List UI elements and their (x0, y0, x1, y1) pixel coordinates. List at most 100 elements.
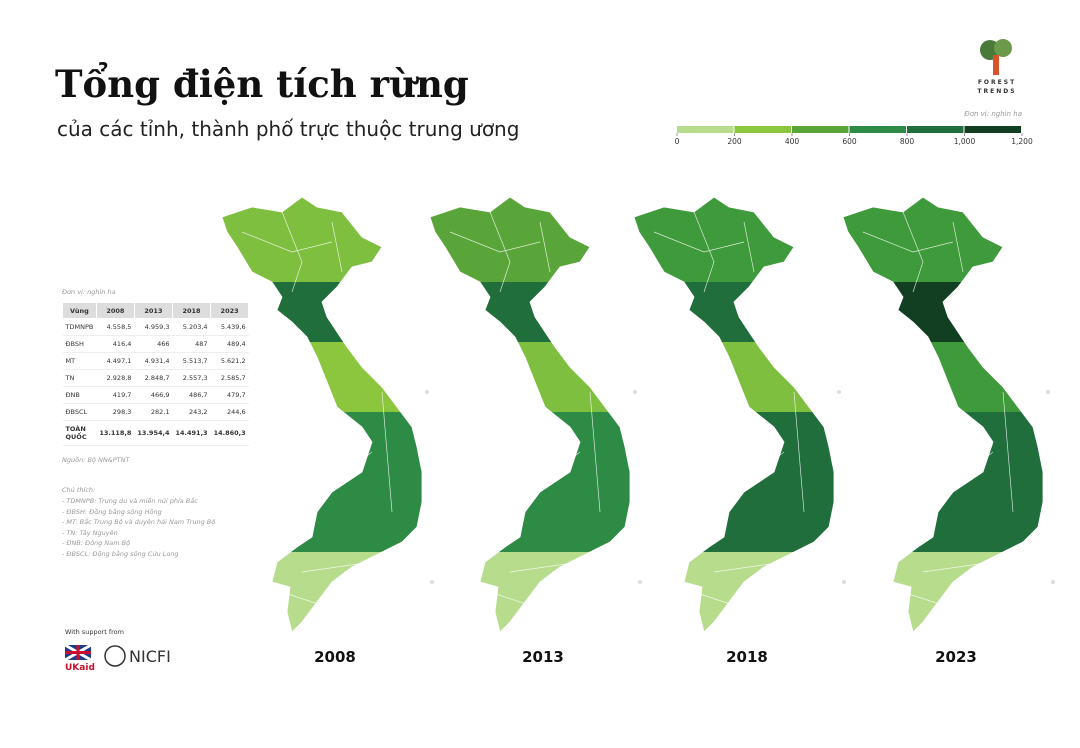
map-region (222, 197, 422, 282)
islands (430, 580, 434, 584)
map-region (430, 412, 630, 552)
table-cell: 2.557,3 (172, 369, 211, 387)
table-row: ĐBSCL 298,3 282,1 243,2 244,6 (62, 403, 249, 421)
logo-text: TRENDS (977, 88, 1016, 95)
table-cell: 4.558,5 (96, 318, 135, 336)
table-cell: 466,9 (134, 386, 173, 404)
table-row: TOÀN QUỐC 13.118,8 13.954,4 14.491,3 14.860,… (62, 420, 249, 446)
title: Tổng điện tích rừng (55, 62, 469, 106)
table-row: ĐBSH 416,4 466 487 489,4 (62, 335, 249, 353)
map-region (634, 412, 834, 552)
table-row: TN 2.928,8 2.848,7 2.557,3 2.585,7 (62, 369, 249, 387)
legend-swatch (677, 126, 734, 133)
table-cell: 14.860,3 (210, 420, 249, 446)
table-cell: 244,6 (210, 403, 249, 421)
table-cell: 5.513,7 (172, 352, 211, 370)
map (429, 196, 642, 633)
subtitle: của các tỉnh, thành phố trực thuộc trung… (57, 117, 520, 141)
table-cell: 4.959,3 (134, 318, 173, 336)
map-region (843, 197, 1043, 282)
table-cell: 4.497,1 (96, 352, 135, 370)
islands (837, 390, 841, 394)
table-cell: ĐNB (62, 386, 97, 404)
table-cell: 13.954,4 (134, 420, 173, 446)
table-cell: 419,7 (96, 386, 135, 404)
legend-tick-label: 200 (727, 137, 742, 146)
legend-swatch (907, 126, 964, 133)
logo-text: UKaid (65, 663, 95, 673)
notes-title: Chú thích: (62, 486, 96, 494)
legend-swatch (964, 126, 1021, 133)
map-regions (843, 197, 1043, 632)
table-cell: 2.848,7 (134, 369, 173, 387)
table-cell: 2.928,8 (96, 369, 135, 387)
table-header: Vùng 2008 2013 2018 2023 (62, 302, 250, 319)
legend-tick-label: 1,200 (1011, 137, 1033, 146)
year-label: 2023 (935, 648, 977, 666)
table-row: ĐNB 419,7 466,9 486,7 479,7 (62, 386, 249, 404)
table-cell: 416,4 (96, 335, 135, 353)
note-item: - TDMNPB: Trung du và miền núi phía Bắc (62, 497, 198, 505)
legend-tick-label: 600 (842, 137, 857, 146)
islands (1046, 390, 1050, 394)
table-cell: 489,4 (210, 335, 249, 353)
legend-tick-label: 400 (785, 137, 800, 146)
table-cell: 487 (172, 335, 211, 353)
table-cell: 298,3 (96, 403, 135, 421)
map-region (430, 552, 630, 632)
support-label: With support from (65, 628, 124, 636)
table-unit: Đơn vị: nghìn ha (62, 288, 116, 296)
year-label: 2013 (522, 648, 564, 666)
support-logos: UKaid NICFI (64, 643, 171, 673)
table-cell: 14.491,3 (172, 420, 211, 446)
table-cell: 243,2 (172, 403, 211, 421)
table-cell: 5.203,4 (172, 318, 211, 336)
legend-tick-label: 1,000 (954, 137, 976, 146)
note-item: - ĐBSCL: Đồng bằng sông Cửu Long (62, 549, 179, 558)
map-region (430, 197, 630, 282)
map-region (222, 552, 422, 632)
legend-swatch (849, 126, 906, 133)
map-region (843, 412, 1043, 552)
map-region (634, 197, 834, 282)
notes: Chú thích: - TDMNPB: Trung du và miền núi… (62, 486, 215, 560)
map-region (843, 282, 1043, 342)
year-label: 2008 (314, 648, 356, 666)
legend-unit: Đơn vị: nghìn ha (964, 110, 1022, 118)
map-regions (634, 197, 834, 632)
table: Vùng 2008 2013 2018 2023 TDMNPB 4.558,5 4.959,3… (62, 302, 250, 446)
table-cell: 13.118,8 (96, 420, 135, 446)
table-cell: 5.439,6 (210, 318, 249, 336)
table-row: MT 4.497,1 4.931,4 5.513,7 5.621,2 (62, 352, 249, 370)
legend-swatch (792, 126, 849, 133)
table-cell: ĐBSCL (62, 403, 97, 421)
legend-tick-label: 800 (900, 137, 915, 146)
table-header-cell: 2013 (133, 302, 173, 319)
table-cell: 282,1 (134, 403, 173, 421)
note-item: - TN: Tây Nguyên (62, 528, 118, 537)
map-region (634, 342, 834, 412)
logo: FOREST TRENDS (977, 39, 1016, 95)
table-cell: 4.931,4 (134, 352, 173, 370)
logo-text: FOREST (978, 79, 1016, 86)
islands (425, 390, 429, 394)
note-item: - ĐBSH: Đồng bằng sông Hồng (62, 507, 162, 516)
table-cell: 5.621,2 (210, 352, 249, 370)
islands (1051, 580, 1055, 584)
table-cell: MT (62, 352, 97, 370)
map-region (843, 342, 1043, 412)
map-region (430, 342, 630, 412)
table-cell: 479,7 (210, 386, 249, 404)
table-cell: TN (62, 369, 97, 387)
maps (221, 196, 1055, 633)
note-item: - ĐNB: Đông Nam Bộ (62, 539, 131, 547)
table-cell: 486,7 (172, 386, 211, 404)
table-header-cell: Vùng (62, 302, 97, 319)
year-label: 2018 (726, 648, 768, 666)
islands (638, 580, 642, 584)
legend-tick-label: 0 (675, 137, 680, 146)
source: Nguồn: Bộ NN&PTNT (62, 456, 130, 464)
table-header-cell: 2018 (171, 302, 212, 319)
map (633, 196, 846, 633)
